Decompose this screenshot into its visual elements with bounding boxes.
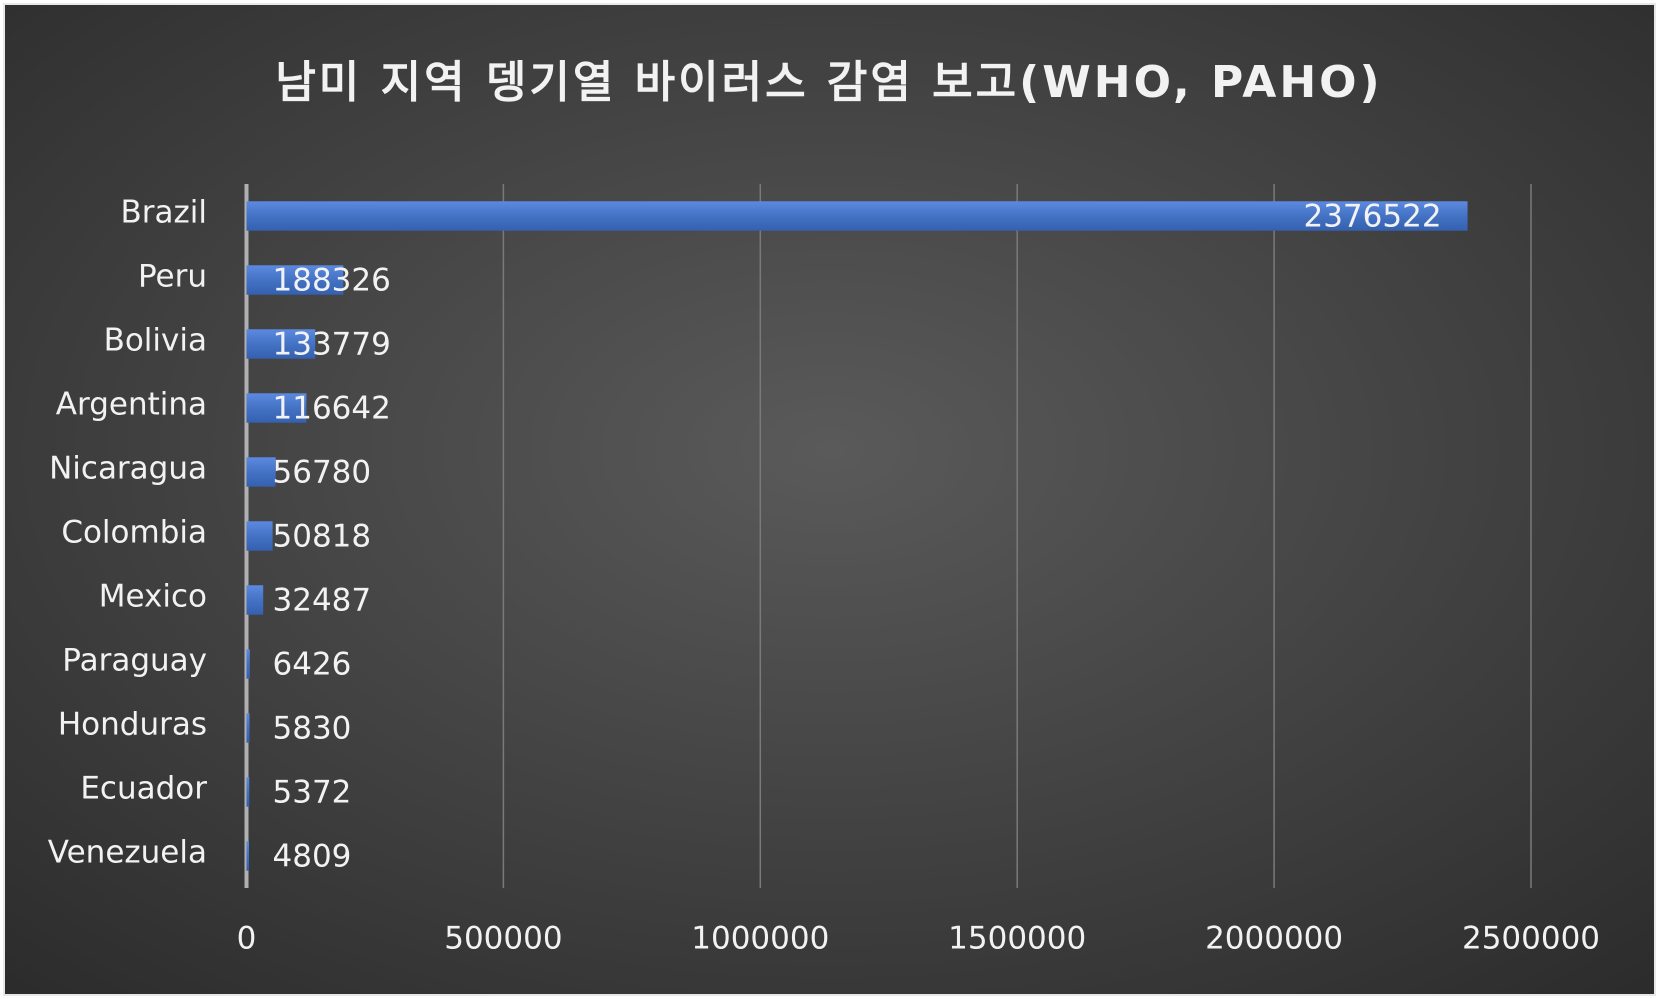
chart-title: 남미 지역 뎅기열 바이러스 감염 보고(WHO, PAHO): [275, 57, 1382, 108]
x-tick-label: 500000: [444, 921, 562, 957]
bar: [246, 521, 273, 551]
value-label: 50818: [273, 519, 372, 555]
bar: [246, 649, 250, 679]
y-tick-label: Peru: [138, 259, 207, 295]
bar: [246, 713, 250, 743]
value-label: 4809: [273, 839, 352, 875]
y-tick-label: Bolivia: [104, 323, 207, 359]
x-tick-label: 2500000: [1462, 921, 1600, 957]
value-label: 56780: [273, 455, 372, 491]
bar: [246, 457, 276, 487]
bar: [246, 777, 250, 807]
x-tick-label: 0: [237, 921, 257, 957]
value-label: 5372: [273, 775, 352, 811]
y-tick-label: Honduras: [58, 707, 207, 743]
bar: [246, 393, 307, 423]
value-label: 2376522: [1303, 199, 1441, 235]
x-tick-label: 1500000: [948, 921, 1086, 957]
value-label: 133779: [273, 327, 391, 363]
bar: [246, 265, 344, 295]
plot: 0 500000 1000000 1500000 2000000 2500000 Brazi…: [48, 184, 1600, 957]
background: [3, 3, 1656, 996]
y-tick-label: Paraguay: [62, 643, 207, 679]
bar: [246, 329, 316, 359]
bar: [246, 201, 1468, 231]
value-label: 32487: [273, 583, 372, 619]
y-tick-label: Ecuador: [80, 771, 207, 807]
bar: [246, 841, 249, 871]
y-tick-label: Nicaragua: [49, 451, 207, 487]
value-label: 188326: [273, 263, 391, 299]
value-label: 6426: [273, 647, 352, 683]
x-tick-label: 1000000: [691, 921, 829, 957]
value-label: 116642: [273, 391, 391, 427]
y-tick-label: Colombia: [61, 515, 207, 551]
x-tick-label: 2000000: [1205, 921, 1343, 957]
y-tick-label: Venezuela: [48, 835, 207, 871]
bar: [246, 585, 264, 615]
value-label: 5830: [273, 711, 352, 747]
y-tick-label: Brazil: [120, 195, 207, 231]
y-tick-label: Argentina: [56, 387, 207, 423]
y-tick-label: Mexico: [99, 579, 207, 615]
